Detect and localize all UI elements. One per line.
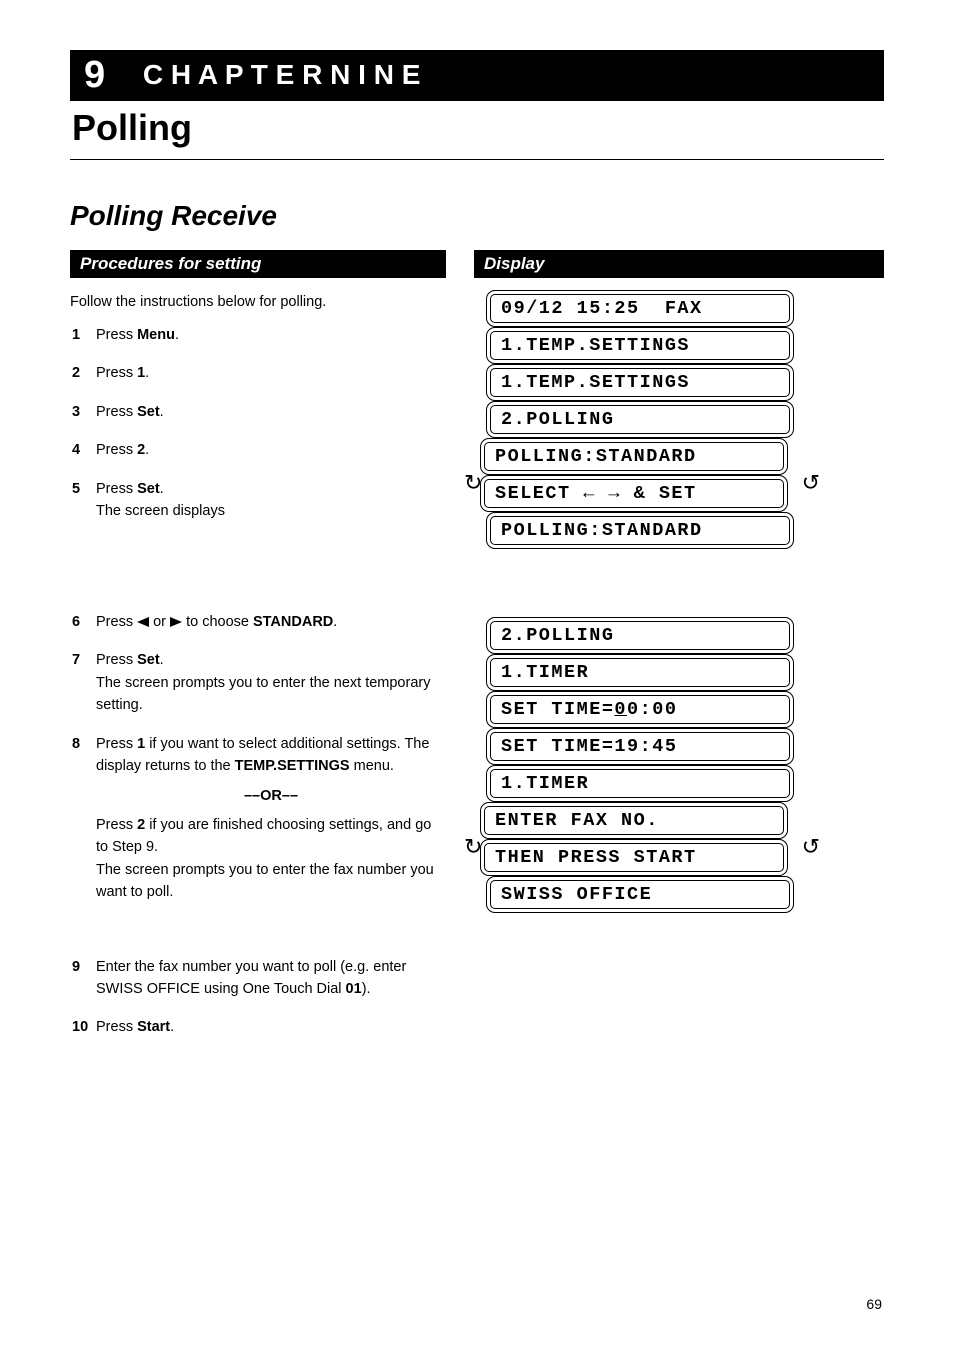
lcd-text: 0 bbox=[614, 699, 627, 720]
arrow-right-icon bbox=[170, 617, 182, 627]
step-5: 5Press Set.The screen displays bbox=[70, 478, 446, 523]
step-num: 3 bbox=[72, 401, 80, 423]
page-subtitle: Polling Receive bbox=[70, 200, 884, 232]
left-column: Procedures for setting Follow the instru… bbox=[70, 250, 446, 1055]
step-num: 4 bbox=[72, 439, 80, 461]
chapter-banner: 9 C H A P T E R N I N E bbox=[70, 50, 884, 101]
step-num: 2 bbox=[72, 362, 80, 384]
step-num: 5 bbox=[72, 478, 80, 500]
arrow-left-icon bbox=[137, 617, 149, 627]
step-3: 3Press Set. bbox=[70, 401, 446, 423]
step-10: 10Press Start. bbox=[70, 1016, 446, 1038]
lcd-display: 1.TIMER bbox=[490, 769, 790, 798]
step-4: 4Press 2. bbox=[70, 439, 446, 461]
step-num: 9 bbox=[72, 956, 80, 978]
recycle-arrow-icon: ↺ bbox=[802, 836, 820, 858]
procedures-bar: Procedures for setting bbox=[70, 250, 446, 278]
chapter-label: C H A P T E R N I N E bbox=[143, 59, 420, 90]
step-num: 10 bbox=[72, 1016, 88, 1038]
recycle-arrow-icon: ↻ bbox=[464, 472, 482, 494]
step-num: 7 bbox=[72, 649, 80, 671]
page-number: 69 bbox=[866, 1296, 882, 1312]
step-num: 1 bbox=[72, 324, 80, 346]
step-7: 7Press Set.The screen prompts you to ent… bbox=[70, 649, 446, 716]
lcd-display: SET TIME=19:45 bbox=[490, 732, 790, 761]
step-8b: Press 2 if you are finished choosing set… bbox=[70, 814, 446, 904]
right-column: Display 09/12 15:25 FAX 1.TEMP.SETTINGS … bbox=[474, 250, 884, 1055]
step-num: 6 bbox=[72, 611, 80, 633]
step-1: 1Press Menu. bbox=[70, 324, 446, 346]
lcd-display: SELECT ← → & SET bbox=[484, 479, 784, 508]
lcd-display: ENTER FAX NO. bbox=[484, 806, 784, 835]
lcd-display: 1.TIMER bbox=[490, 658, 790, 687]
lcd-display: THEN PRESS START bbox=[484, 843, 784, 872]
recycle-group: ↻ ↺ POLLING:STANDARD SELECT ← → & SET bbox=[468, 442, 884, 508]
recycle-arrow-icon: ↺ bbox=[802, 472, 820, 494]
lcd-display: 2.POLLING bbox=[490, 405, 790, 434]
step-8: 8Press 1 if you want to select additiona… bbox=[70, 733, 446, 778]
page-title: Polling bbox=[70, 105, 884, 160]
lcd-display: POLLING:STANDARD bbox=[490, 516, 790, 545]
step-num: 8 bbox=[72, 733, 80, 755]
lcd-display: 2.POLLING bbox=[490, 621, 790, 650]
lcd-display: 1.TEMP.SETTINGS bbox=[490, 331, 790, 360]
recycle-group: ↻ ↺ ENTER FAX NO. THEN PRESS START bbox=[468, 806, 884, 872]
lcd-display: SWISS OFFICE bbox=[490, 880, 790, 909]
lcd-text: 0:00 bbox=[627, 699, 677, 720]
step-2: 2Press 1. bbox=[70, 362, 446, 384]
or-divider: ––OR–– bbox=[70, 788, 446, 804]
step-6: 6Press or to choose STANDARD. bbox=[70, 611, 446, 633]
display-bar: Display bbox=[474, 250, 884, 278]
recycle-arrow-icon: ↻ bbox=[464, 836, 482, 858]
step-9: 9Enter the fax number you want to poll (… bbox=[70, 956, 446, 1001]
intro-text: Follow the instructions below for pollin… bbox=[70, 294, 446, 310]
lcd-display: SET TIME=00:00 bbox=[490, 695, 790, 724]
chapter-number: 9 bbox=[84, 54, 135, 96]
lcd-display: 09/12 15:25 FAX bbox=[490, 294, 790, 323]
lcd-display: 1.TEMP.SETTINGS bbox=[490, 368, 790, 397]
lcd-text: SET TIME= bbox=[501, 699, 614, 720]
lcd-display: POLLING:STANDARD bbox=[484, 442, 784, 471]
